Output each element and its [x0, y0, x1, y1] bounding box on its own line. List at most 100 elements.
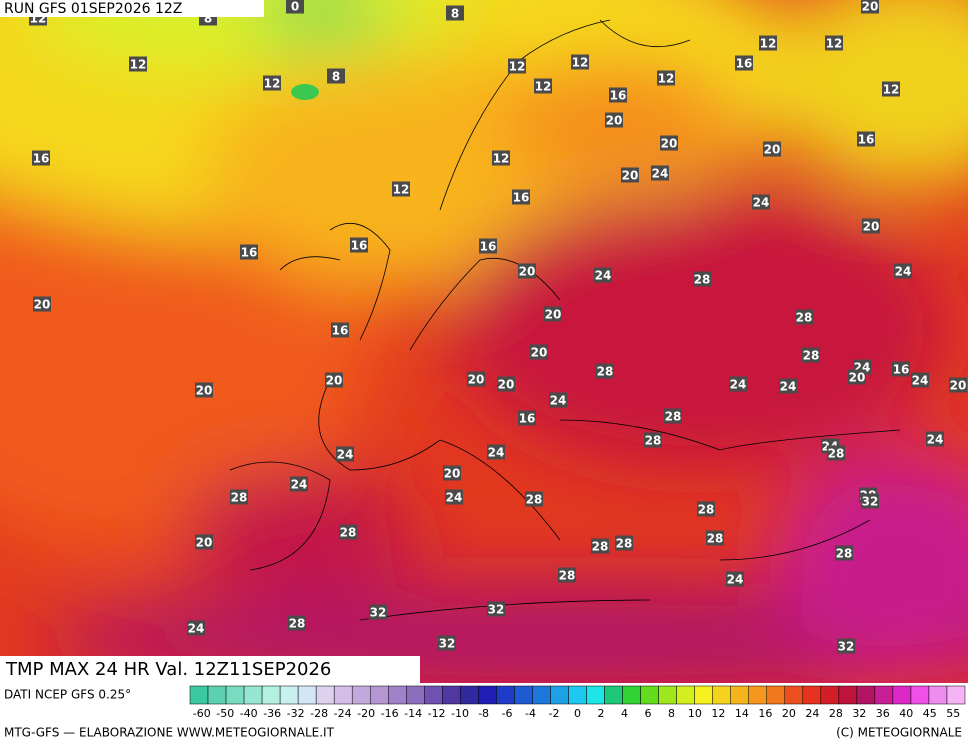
temperature-label: 28	[592, 540, 609, 554]
label-box	[835, 545, 853, 561]
colorbar-label: -8	[478, 707, 489, 720]
color-swatch	[532, 685, 551, 705]
label-box	[827, 445, 845, 461]
temperature-label: 24	[927, 433, 944, 447]
colorbar-label: -60	[193, 707, 211, 720]
label-box	[350, 237, 368, 253]
label-box	[825, 35, 843, 51]
colorbar-label: -12	[428, 707, 446, 720]
label-box	[882, 81, 900, 97]
temperature-label: 20	[326, 374, 343, 388]
colorbar-label: 32	[852, 707, 866, 720]
colorbar-label: -50	[216, 707, 234, 720]
label-box	[525, 491, 543, 507]
label-box	[290, 476, 308, 492]
color-swatch	[279, 685, 299, 705]
label-box	[892, 361, 910, 377]
color-swatch	[658, 685, 677, 705]
label-box	[534, 78, 552, 94]
label-box	[487, 601, 505, 617]
temperature-label: 28	[559, 569, 576, 583]
colorbar-label: -10	[451, 707, 469, 720]
colorbar-label: 24	[805, 707, 819, 720]
label-box	[949, 377, 967, 393]
color-swatch	[622, 685, 641, 705]
color-swatch	[225, 685, 245, 705]
temperature-label: 20	[622, 169, 639, 183]
color-swatch	[640, 685, 659, 705]
color-swatch	[568, 685, 587, 705]
temperature-label: 20	[764, 143, 781, 157]
temperature-label: 16	[519, 412, 536, 426]
label-box	[230, 489, 248, 505]
label-box	[605, 112, 623, 128]
temperature-label: 32	[488, 603, 505, 617]
temperature-label: 8	[332, 70, 340, 84]
credit: MTG-GFS — ELABORAZIONE WWW.METEOGIORNALE…	[4, 726, 335, 740]
temperature-label: 20	[531, 346, 548, 360]
color-swatch	[928, 685, 948, 705]
temperature-label: 28	[231, 491, 248, 505]
colorbar-label: -4	[525, 707, 536, 720]
temperature-label: 16	[893, 363, 910, 377]
label-box	[861, 493, 879, 509]
label-box	[195, 382, 213, 398]
label-box	[518, 410, 536, 426]
temperature-label: 24	[337, 448, 354, 462]
label-box	[508, 58, 526, 74]
colorbar-label: 36	[876, 707, 890, 720]
temperature-label: 28	[665, 410, 682, 424]
color-swatch	[748, 685, 767, 705]
label-box	[263, 75, 281, 91]
temperature-label: 20	[519, 265, 536, 279]
label-box	[763, 141, 781, 157]
color-swatch	[766, 685, 786, 705]
colorbar-label: 12	[711, 707, 725, 720]
color-swatch	[712, 685, 731, 705]
color-swatch	[694, 685, 713, 705]
label-box	[487, 444, 505, 460]
label-box	[339, 524, 357, 540]
label-box	[369, 604, 387, 620]
map-title: TMP MAX 24 HR Val. 12Z11SEP2026	[5, 659, 331, 680]
colorbar-label: 45	[923, 707, 937, 720]
label-box	[664, 408, 682, 424]
colorbar-label: -32	[287, 707, 305, 720]
label-box	[862, 218, 880, 234]
colorbar-label: -36	[263, 707, 281, 720]
temperature-label: 12	[760, 37, 777, 51]
label-box	[445, 489, 463, 505]
color-swatch	[261, 685, 281, 705]
run-box	[0, 0, 264, 17]
colorbar-label: -28	[310, 707, 328, 720]
color-swatch	[207, 685, 227, 705]
temperature-label: 24	[188, 622, 205, 636]
label-box	[195, 534, 213, 550]
color-swatch	[856, 685, 876, 705]
label-box	[693, 271, 711, 287]
color-swatch	[478, 685, 497, 705]
temperature-label: 24	[291, 478, 308, 492]
temperature-label: 20	[196, 384, 213, 398]
label-box	[837, 638, 855, 654]
colorbar-label: 40	[899, 707, 913, 720]
temperature-label: 12	[658, 72, 675, 86]
label-box	[571, 54, 589, 70]
color-swatch	[369, 685, 389, 705]
color-swatch	[820, 685, 840, 705]
temperature-label: 16	[480, 240, 497, 254]
colorbar-label: -14	[404, 707, 422, 720]
run-label: RUN GFS 01SEP2026 12Z	[4, 1, 182, 17]
temperature-label: 16	[332, 324, 349, 338]
temperature-label: 20	[196, 536, 213, 550]
label-box	[32, 150, 50, 166]
color-swatch	[838, 685, 858, 705]
colorbar-label: 6	[644, 707, 651, 720]
label-box	[729, 376, 747, 392]
temperature-field: 12 8 0 8 20 12 12 8 12 12 12 12 12 12 16 12 16 20 16 20 20 16…	[0, 0, 968, 683]
temperature-label: 20	[950, 379, 967, 393]
temperature-label: 12	[493, 152, 510, 166]
temperature-label: 28	[616, 537, 633, 551]
color-swatch	[460, 685, 479, 705]
label-box	[848, 369, 866, 385]
